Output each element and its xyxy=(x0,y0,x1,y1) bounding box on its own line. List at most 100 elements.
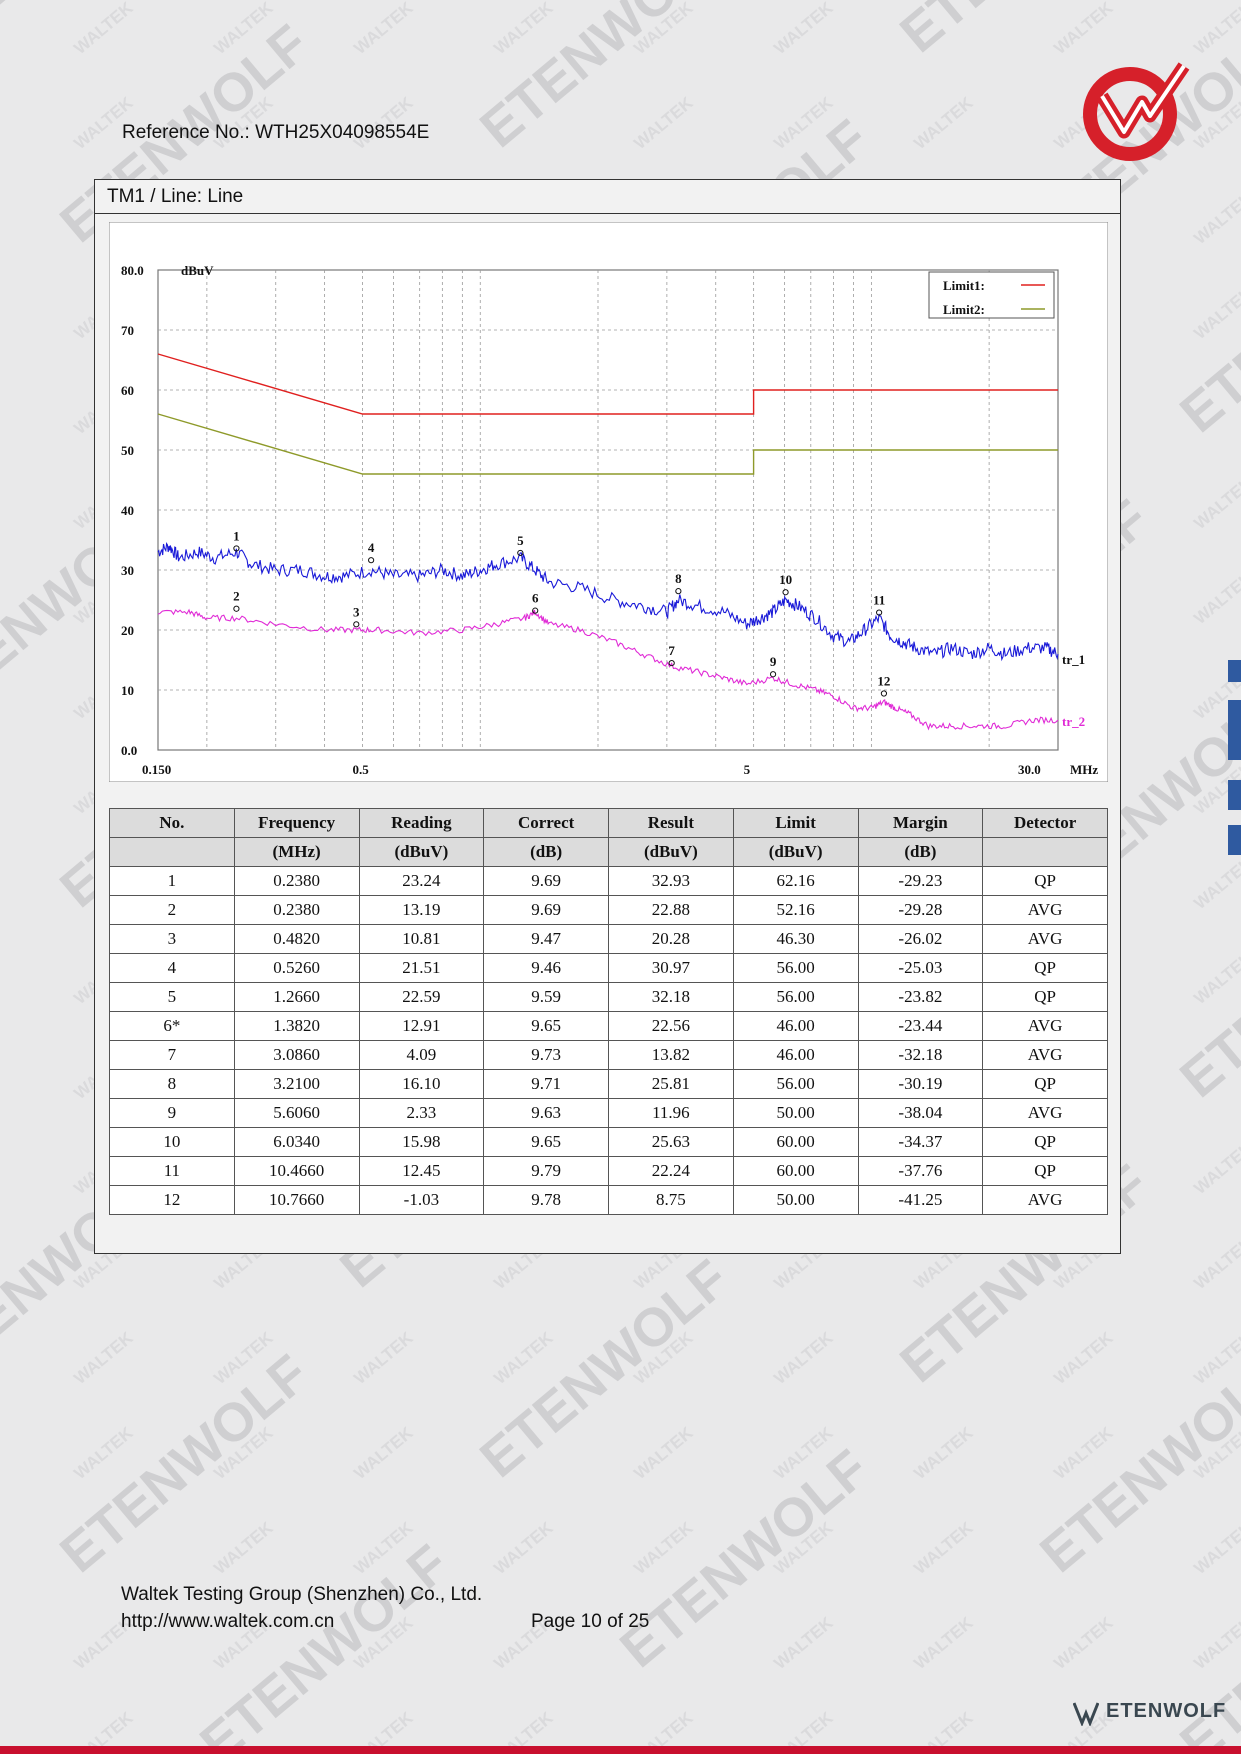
watermark-text: ETENWOLF xyxy=(1169,868,1241,1109)
watermark-text: WALTEK xyxy=(1050,1328,1117,1388)
table-cell: AVG xyxy=(982,1185,1108,1215)
watermark-text: WALTEK xyxy=(1190,1613,1241,1673)
table-cell: 5.6060 xyxy=(233,1098,360,1128)
watermark-text: WALTEK xyxy=(210,1518,277,1578)
table-row: 11 10.4660 12.45 9.79 22.24 60.00 -37.76 QP xyxy=(109,1156,1108,1186)
table-cell: 0.2380 xyxy=(233,866,360,896)
legend-box xyxy=(928,271,1055,319)
y-tick-label: 80.0 xyxy=(121,263,144,278)
table-cell: 6* xyxy=(109,1011,235,1041)
table-cell: 12.45 xyxy=(358,1156,485,1186)
watermark-text: WALTEK xyxy=(1190,1233,1241,1293)
table-cell: 25.81 xyxy=(608,1069,734,1099)
table-cell: QP xyxy=(982,1069,1108,1099)
watermark-text: WALTEK xyxy=(1190,0,1241,58)
limit-line xyxy=(157,353,1058,415)
table-cell: QP xyxy=(982,1156,1108,1186)
marker-label: 2 xyxy=(233,589,240,604)
waltek-logo-icon xyxy=(1083,62,1190,161)
table-cell: 7 xyxy=(109,1040,235,1070)
table-cell: 46.30 xyxy=(732,924,859,954)
watermark-text: ETENWOLF xyxy=(889,0,1160,64)
table-cell: AVG xyxy=(982,1011,1108,1041)
table-cell: QP xyxy=(982,982,1108,1012)
table-cell: 9.46 xyxy=(483,953,609,983)
table-cell: 3 xyxy=(109,924,235,954)
table-cell: -41.25 xyxy=(857,1185,984,1215)
table-cell: 30.97 xyxy=(608,953,734,983)
table-cell: 9.59 xyxy=(483,982,609,1012)
watermark-text: ETENWOLF xyxy=(49,1343,320,1584)
watermark-text: WALTEK xyxy=(630,0,697,58)
table-cell: 23.24 xyxy=(358,866,485,896)
watermark-text: WALTEK xyxy=(630,1518,697,1578)
table-cell: 12 xyxy=(109,1185,235,1215)
table-cell: 60.00 xyxy=(732,1127,859,1157)
watermark-text: WALTEK xyxy=(490,1328,557,1388)
table-cell: 60.00 xyxy=(732,1156,859,1186)
table-row: 3 0.4820 10.81 9.47 20.28 46.30 -26.02 AVG xyxy=(109,924,1108,954)
table-cell: 46.00 xyxy=(732,1040,859,1070)
watermark-text: WALTEK xyxy=(490,1518,557,1578)
table-row: 7 3.0860 4.09 9.73 13.82 46.00 -32.18 AVG xyxy=(109,1040,1108,1070)
watermark-text: WALTEK xyxy=(770,1613,837,1673)
legend-label: Limit2: xyxy=(943,302,985,317)
watermark-text: WALTEK xyxy=(210,1328,277,1388)
table-cell: 21.51 xyxy=(358,953,485,983)
y-tick-label: 60 xyxy=(121,383,134,398)
table-cell: 10 xyxy=(109,1127,235,1157)
watermark-text: WALTEK xyxy=(1190,853,1241,913)
watermark-text: WALTEK xyxy=(1190,93,1241,153)
marker-point xyxy=(675,588,682,595)
table-cell: 62.16 xyxy=(732,866,859,896)
watermark-text: ETENWOLF xyxy=(189,1533,460,1754)
table-cell: 16.10 xyxy=(358,1069,485,1099)
table-cell: 2 xyxy=(109,895,235,925)
table-cell: 13.82 xyxy=(608,1040,734,1070)
table-cell: 9.65 xyxy=(483,1127,609,1157)
watermark-text: WALTEK xyxy=(770,1423,837,1483)
marker-point xyxy=(769,671,777,678)
table-cell: QP xyxy=(982,953,1108,983)
table-unit-cell: (dBuV) xyxy=(358,837,485,867)
table-cell: 22.88 xyxy=(608,895,734,925)
watermark-text: WALTEK xyxy=(910,93,977,153)
watermark-text: WALTEK xyxy=(1190,188,1241,248)
watermark-text: WALTEK xyxy=(70,1423,137,1483)
table-cell: 9.69 xyxy=(483,895,609,925)
watermark-text: WALTEK xyxy=(1190,1138,1241,1198)
watermark-text: ETENWOLF xyxy=(1169,203,1241,444)
table-cell: 1 xyxy=(109,866,235,896)
watermark-text: WALTEK xyxy=(1050,0,1117,58)
watermark-text: WALTEK xyxy=(910,1518,977,1578)
measurement-table-wrap: No. Frequency Reading Correct Result Limit Mar… xyxy=(109,808,1108,1215)
table-cell: 9.69 xyxy=(483,866,609,896)
watermark-text: WALTEK xyxy=(210,0,277,58)
watermark-text: WALTEK xyxy=(770,93,837,153)
panel-title: TM1 / Line: Line xyxy=(95,180,1120,214)
table-row: 4 0.5260 21.51 9.46 30.97 56.00 -25.03 QP xyxy=(109,953,1108,983)
footer-company: Waltek Testing Group (Shenzhen) Co., Ltd… xyxy=(121,1584,483,1605)
watermark-text: WALTEK xyxy=(1050,1423,1117,1483)
marker-point xyxy=(880,690,888,697)
table-cell: -32.18 xyxy=(857,1040,984,1070)
emission-chart: 80.0 70 60 50 40 30 20 10 0.0 dBuV 0.150 0.5 5 30.0 MH… xyxy=(109,222,1108,782)
marker-point xyxy=(532,607,539,614)
footer-url[interactable]: http://www.waltek.com.cn xyxy=(121,1611,335,1632)
table-row: 6* 1.3820 12.91 9.65 22.56 46.00 -23.44 AVG xyxy=(109,1011,1108,1041)
watermark-text: WALTEK xyxy=(1190,1328,1241,1388)
table-cell: 10.7660 xyxy=(233,1185,360,1215)
table-cell: QP xyxy=(982,866,1108,896)
watermark-text: WALTEK xyxy=(910,1423,977,1483)
watermark-text: WALTEK xyxy=(70,1328,137,1388)
trace-line xyxy=(157,542,1059,662)
marker-point xyxy=(517,549,524,557)
table-cell: 1.2660 xyxy=(233,982,360,1012)
watermark-text: WALTEK xyxy=(1190,473,1241,533)
table-row: 5 1.2660 22.59 9.59 32.18 56.00 -23.82 QP xyxy=(109,982,1108,1012)
table-cell: 4 xyxy=(109,953,235,983)
table-cell: 50.00 xyxy=(732,1185,859,1215)
table-cell: QP xyxy=(982,1127,1108,1157)
marker-point xyxy=(668,659,675,667)
table-header-cell: Limit xyxy=(732,808,859,838)
